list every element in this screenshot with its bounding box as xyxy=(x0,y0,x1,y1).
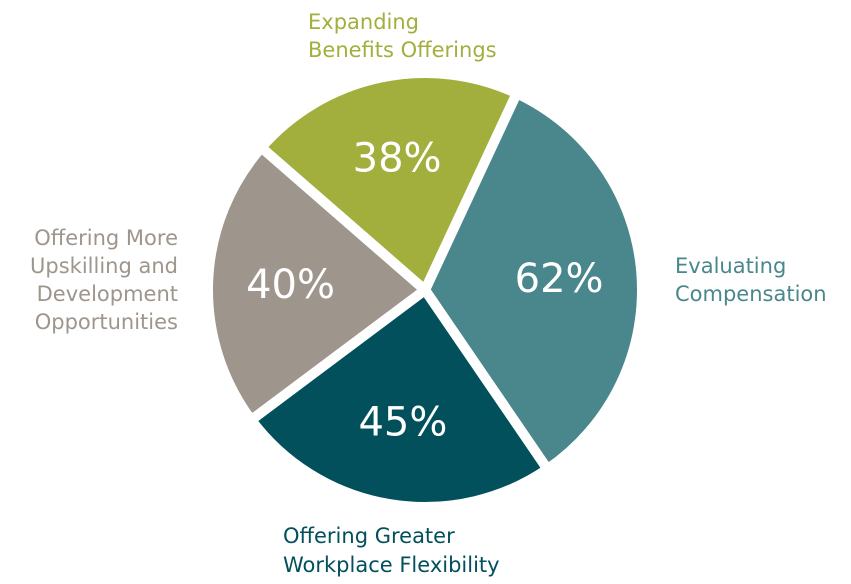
category-label-offering-more-upskilling-and-development-opportunities: Offering More Upskilling and Development Op… xyxy=(30,226,178,334)
pie-slices xyxy=(203,68,647,512)
category-label-expanding-benefits-offerings: Expanding Benefits Offerings xyxy=(308,10,497,62)
pie-slice-evaluating-compensation xyxy=(420,88,647,475)
value-label-expanding-benefits-offerings: 38% xyxy=(353,135,442,181)
value-label-offering-more-upskilling-and-development-opportunities: 40% xyxy=(246,262,335,308)
category-label-line: Development xyxy=(37,282,178,306)
category-label-line: Compensation xyxy=(675,282,827,306)
value-label-offering-greater-workplace-flexibility: 45% xyxy=(358,400,447,446)
category-label-offering-greater-workplace-flexibility: Offering Greater Workplace Flexibility xyxy=(283,524,500,577)
category-label-line: Evaluating xyxy=(675,254,786,278)
category-label-line: Benefits Offerings xyxy=(308,38,497,62)
slice-value-labels: 62% 45% 40% 38% xyxy=(246,135,603,445)
pie-slice-offering-greater-workplace-flexibility xyxy=(246,285,553,512)
pie-slice-expanding-benefits-offerings xyxy=(256,68,522,295)
category-label-line: Offering More xyxy=(34,226,178,250)
category-label-line: Offering Greater xyxy=(283,524,455,548)
pie-slice-offering-more-upskilling-and-development-opportunities xyxy=(203,142,430,425)
category-label-line: Expanding xyxy=(308,10,419,34)
category-labels: Evaluating Compensation Offering Greater Wo… xyxy=(30,10,827,577)
category-label-line: Workplace Flexibility xyxy=(283,553,500,577)
category-label-line: Opportunities xyxy=(35,310,178,334)
category-label-line: Upskilling and xyxy=(30,254,178,278)
category-label-evaluating-compensation: Evaluating Compensation xyxy=(675,254,827,306)
value-label-evaluating-compensation: 62% xyxy=(515,256,604,302)
